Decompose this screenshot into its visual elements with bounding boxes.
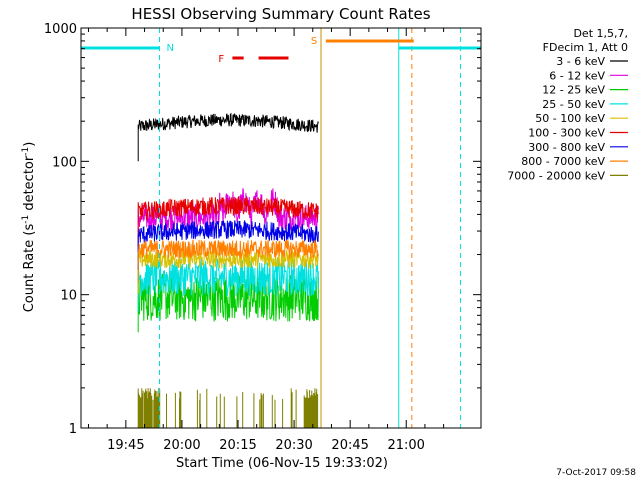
legend-label: 800 - 7000 keV bbox=[521, 155, 605, 168]
y-tick-label: 1000 bbox=[44, 22, 77, 37]
flag-label: N bbox=[167, 43, 174, 54]
y-axis-label: Count Rate (s-1 detector-1) bbox=[21, 142, 37, 313]
chart-title: HESSI Observing Summary Count Rates bbox=[131, 5, 430, 23]
x-tick-label: 20:15 bbox=[219, 438, 256, 453]
y-tick-label: 10 bbox=[60, 289, 77, 304]
series-line bbox=[137, 239, 319, 284]
footer-timestamp: 7-Oct-2017 09:58 bbox=[556, 468, 636, 478]
y-axis-label-part-2: detector bbox=[22, 155, 37, 215]
legend-header: Det 1,5,7, bbox=[573, 27, 628, 40]
axis-layer: 1 10 100 1000 19:45 20:00 20:15 20:30 20:45 21:00 bbox=[44, 22, 482, 453]
overlay-layer: N S F bbox=[81, 28, 481, 428]
legend-label: 300 - 800 keV bbox=[528, 141, 605, 154]
series-line bbox=[137, 220, 319, 270]
x-tick-label: 20:30 bbox=[275, 438, 312, 453]
y-axis-label-part-3: ) bbox=[22, 142, 37, 147]
x-tick-label: 20:45 bbox=[331, 438, 368, 453]
y-tick-label: 100 bbox=[52, 155, 77, 170]
series-line bbox=[137, 112, 319, 162]
legend-label: 50 - 100 keV bbox=[535, 112, 605, 125]
series-line bbox=[137, 273, 319, 333]
legend-label: 7000 - 20000 keV bbox=[507, 169, 605, 182]
legend-label: 100 - 300 keV bbox=[528, 127, 605, 140]
legend-label: 3 - 6 keV bbox=[556, 55, 605, 68]
x-tick-label: 19:45 bbox=[107, 438, 144, 453]
x-tick-label: 21:00 bbox=[387, 438, 424, 453]
legend-label: 12 - 25 keV bbox=[542, 84, 605, 97]
flag-label: S bbox=[311, 36, 317, 47]
legend-label: 25 - 50 keV bbox=[542, 98, 605, 111]
series-layer bbox=[137, 112, 319, 428]
legend-label: 6 - 12 keV bbox=[549, 69, 605, 82]
plot-frame bbox=[80, 27, 482, 429]
y-axis-label-sup-1: -1 bbox=[21, 215, 31, 224]
series-line bbox=[137, 195, 319, 247]
y-axis-label-part-1: Count Rate (s bbox=[22, 224, 37, 313]
series-line bbox=[137, 387, 319, 428]
y-axis-label-sup-2: -1 bbox=[21, 147, 31, 156]
y-tick-label: 1 bbox=[69, 422, 77, 437]
x-axis-label: Start Time (06-Nov-15 19:33:02) bbox=[176, 456, 388, 471]
flag-label: F bbox=[218, 54, 224, 65]
legend-header: FDecim 1, Att 0 bbox=[543, 41, 628, 54]
x-tick-label: 20:00 bbox=[163, 438, 200, 453]
